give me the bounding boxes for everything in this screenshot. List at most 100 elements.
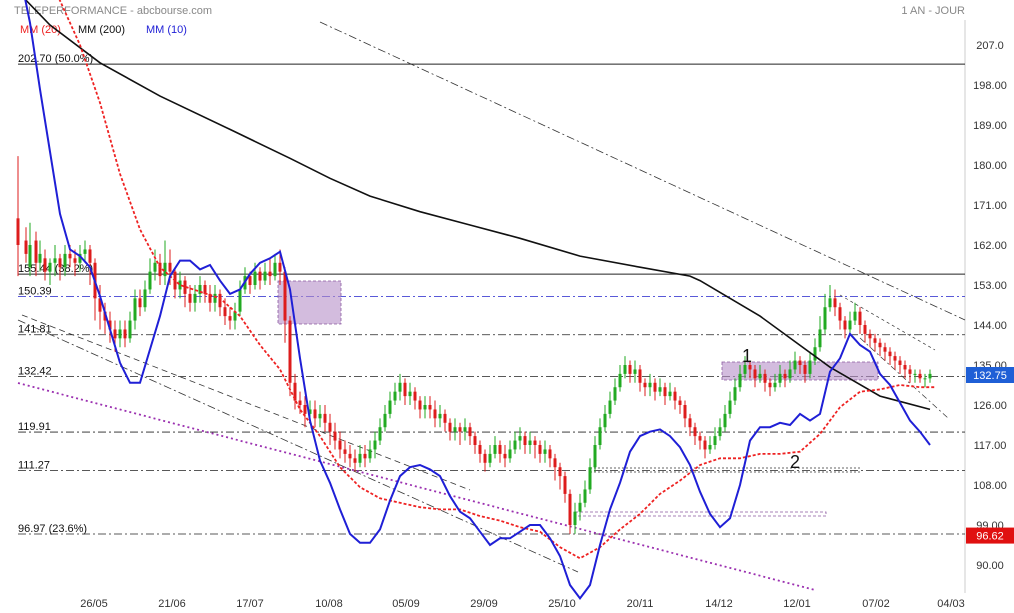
candle-body [458, 427, 462, 432]
candle-body [678, 400, 682, 405]
candle-body [763, 373, 767, 383]
candle-body [703, 440, 707, 450]
candle-body [53, 258, 57, 263]
level-label: 96.97 (23.6%) [18, 523, 87, 535]
candle-body [798, 360, 802, 365]
candle-body [723, 413, 727, 428]
candle-body [163, 262, 167, 277]
legend-ma200: MM (200) [78, 24, 125, 36]
candle-body [148, 271, 152, 290]
candle-body [793, 360, 797, 370]
x-tick-label: 05/09 [392, 598, 420, 610]
candle-body [548, 449, 552, 459]
candle-body [783, 373, 787, 379]
candle-body [708, 445, 712, 450]
candle-body [743, 365, 747, 374]
candle-body [628, 365, 632, 374]
candle-body [788, 369, 792, 379]
candle-body [538, 445, 542, 454]
candle-body [643, 382, 647, 388]
y-tick-label: 117.00 [974, 440, 1007, 452]
candle-body [333, 431, 337, 441]
level-label: 155.44 (38.2%) [18, 263, 93, 275]
candle-body [108, 320, 112, 330]
candle-body [168, 262, 172, 272]
candle-body [353, 458, 357, 463]
candle-body [383, 413, 387, 428]
candle-body [903, 365, 907, 370]
legend-ma20: MM (20) [20, 24, 61, 36]
candle-body [443, 413, 447, 423]
candle-body [358, 453, 362, 463]
candle-body [568, 493, 572, 525]
candle-body [438, 413, 442, 419]
x-tick-label: 14/12 [705, 598, 733, 610]
candle-body [488, 453, 492, 463]
level-label: 119.91 [18, 421, 51, 433]
candle-body [193, 293, 197, 303]
price-tag [966, 527, 1014, 544]
y-tick-label: 162.00 [973, 240, 1007, 252]
candle-body [503, 453, 507, 459]
candle-body [908, 369, 912, 374]
candle-body [378, 427, 382, 441]
candle-body [303, 405, 307, 414]
candle-body [68, 253, 72, 259]
candle-body [198, 285, 202, 294]
candle-body [508, 449, 512, 459]
x-tick-label: 04/03 [937, 598, 965, 610]
candle-body [113, 329, 117, 339]
candle-body [153, 262, 157, 272]
candle-body [563, 476, 567, 494]
candle-body [263, 271, 267, 281]
price-tag-label: 96.62 [976, 531, 1004, 543]
candle-body [218, 293, 222, 308]
candle-body [868, 333, 872, 339]
candle-body [428, 405, 432, 410]
x-tick-label: 26/05 [80, 598, 108, 610]
candle-body [683, 405, 687, 419]
zone-support-bottom [574, 511, 827, 517]
candle-body [34, 240, 38, 263]
x-tick-label: 21/06 [158, 598, 186, 610]
candle-body [848, 320, 852, 330]
candle-body [853, 311, 857, 321]
candle-body [28, 245, 32, 268]
candle-body [838, 307, 842, 321]
candle-body [253, 271, 257, 285]
candle-body [478, 445, 482, 454]
candle-body [328, 422, 332, 432]
candle-body [823, 307, 827, 330]
candle-body [343, 449, 347, 454]
y-tick-label: 108.00 [973, 480, 1007, 492]
candle-body [773, 382, 777, 388]
zone-resistance-left [277, 280, 342, 325]
candle-body [363, 453, 367, 459]
candle-body [658, 387, 662, 392]
trendlines [17, 21, 966, 591]
candle-body [403, 382, 407, 397]
candle-body [16, 218, 20, 245]
candle-body [293, 382, 297, 401]
ma10-line [24, 0, 931, 600]
candle-body [433, 409, 437, 419]
candle-body [533, 440, 537, 445]
candle-body [278, 262, 282, 272]
candle-body [653, 382, 657, 392]
candle-body [808, 360, 812, 374]
candle-body [543, 449, 547, 454]
level-label: 141.81 [18, 324, 52, 336]
candle-body [24, 240, 28, 254]
candle-body [368, 449, 372, 459]
candle-body [878, 342, 882, 348]
candle-body [118, 329, 122, 339]
candle-body [813, 347, 817, 361]
x-tick-label: 25/10 [548, 598, 576, 610]
candle-body [598, 427, 602, 445]
candle-body [648, 382, 652, 388]
candle-body [473, 436, 477, 445]
candle-body [38, 253, 42, 263]
candle-body [518, 436, 522, 441]
y-tick-label: 180.00 [973, 160, 1007, 172]
candle-body [298, 400, 302, 405]
